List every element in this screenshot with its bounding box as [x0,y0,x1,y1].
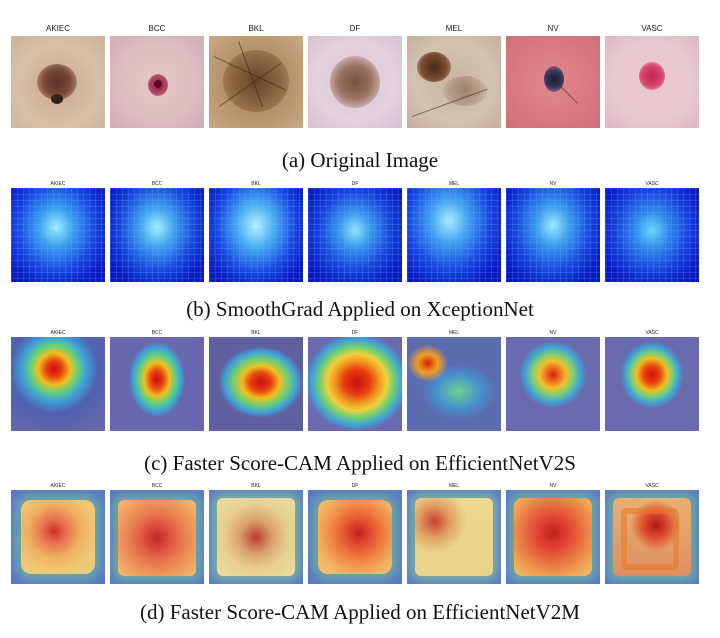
saliency-map [506,188,600,282]
skin-lesion-image [11,36,105,128]
smoothgrad-map-nv: NV [506,181,600,293]
scorecam-v2m-map-mel: MEL [407,483,501,595]
heatmap-overlay [407,337,501,431]
saliency-map [407,188,501,282]
heatmap-overlay [605,490,699,584]
heatmap-overlay [308,337,402,431]
scorecam-v2m-map-df: DF [308,483,402,595]
class-label: MEL [448,330,460,336]
class-label: AKIEC [50,181,66,187]
smoothgrad-map-bcc: BCC [110,181,204,293]
saliency-map [209,188,303,282]
original-image-df: DF [308,22,402,134]
class-label: AKIEC [45,24,70,33]
heatmap-overlay [209,337,303,431]
class-label: NV [549,181,557,187]
heatmap-overlay [11,490,105,584]
scorecam-v2s-map-nv: NV [506,330,600,442]
skin-lesion-image [110,36,204,128]
original-image-akiec: AKIEC [11,22,105,134]
class-label: VASC [645,181,659,187]
class-label: VASC [645,330,659,336]
caption-a: (a) Original Image [281,148,439,172]
saliency-map [605,188,699,282]
class-label: NV [549,483,557,489]
heatmap-overlay [110,337,204,431]
scorecam-v2m-map-vasc: VASC [605,483,699,595]
class-label: BKL [248,24,264,33]
image-row-original: AKIEC BCC BKL DF [11,22,711,134]
caption-c: (c) Faster Score-CAM Applied on Efficien… [144,451,576,475]
smoothgrad-map-vasc: VASC [605,181,699,293]
scorecam-v2m-map-akiec: AKIEC [11,483,105,595]
image-row-scorecam-v2m: AKIEC BCC BKL DF MEL [11,483,711,595]
class-label: MEL [445,24,463,33]
smoothgrad-map-df: DF [308,181,402,293]
skin-lesion-image [209,36,303,128]
scorecam-v2s-map-df: DF [308,330,402,442]
smoothgrad-map-bkl: BKL [209,181,303,293]
class-label: VASC [641,24,663,33]
saliency-map [11,188,105,282]
scorecam-v2m-map-bcc: BCC [110,483,204,595]
class-label: BCC [148,24,166,33]
skin-lesion-image [407,36,501,128]
heatmap-overlay [605,337,699,431]
scorecam-v2s-map-bkl: BKL [209,330,303,442]
skin-lesion-image [308,36,402,128]
class-label: BCC [151,330,163,336]
heatmap-overlay [308,490,402,584]
original-image-mel: MEL [407,22,501,134]
class-label: NV [549,330,557,336]
heatmap-overlay [506,337,600,431]
scorecam-v2m-map-bkl: BKL [209,483,303,595]
caption-b: (b) SmoothGrad Applied on XceptionNet [186,297,534,321]
heatmap-overlay [407,490,501,584]
class-label: AKIEC [50,483,66,489]
class-label: NV [547,24,559,33]
original-image-bkl: BKL [209,22,303,134]
skin-lesion-image [506,36,600,128]
image-row-scorecam-v2s: AKIEC BCC BKL DF MEL NV VASC [11,330,711,442]
skin-lesion-image [605,36,699,128]
class-label: BKL [251,181,261,187]
class-label: BKL [251,483,261,489]
heatmap-overlay [11,337,105,431]
saliency-map [308,188,402,282]
scorecam-v2s-map-vasc: VASC [605,330,699,442]
heatmap-overlay [506,490,600,584]
smoothgrad-map-mel: MEL [407,181,501,293]
saliency-map [110,188,204,282]
original-image-vasc: VASC [605,22,699,134]
class-label: DF [351,483,359,489]
class-label: MEL [448,181,460,187]
scorecam-v2s-map-mel: MEL [407,330,501,442]
original-image-nv: NV [506,22,600,134]
class-label: VASC [645,483,659,489]
class-label: DF [349,24,361,33]
caption-d: (d) Faster Score-CAM Applied on Efficien… [140,600,580,624]
scorecam-v2m-map-nv: NV [506,483,600,595]
class-label: BKL [251,330,261,336]
smoothgrad-map-akiec: AKIEC [11,181,105,293]
scorecam-v2s-map-akiec: AKIEC [11,330,105,442]
class-label: MEL [448,483,460,489]
class-label: BCC [151,483,163,489]
class-label: DF [351,181,359,187]
scorecam-v2s-map-bcc: BCC [110,330,204,442]
class-label: AKIEC [50,330,66,336]
image-row-smoothgrad: AKIEC BCC BKL DF MEL NV VASC [11,181,711,293]
class-label: BCC [151,181,163,187]
class-label: DF [351,330,359,336]
heatmap-overlay [110,490,204,584]
original-image-bcc: BCC [110,22,204,134]
heatmap-overlay [209,490,303,584]
